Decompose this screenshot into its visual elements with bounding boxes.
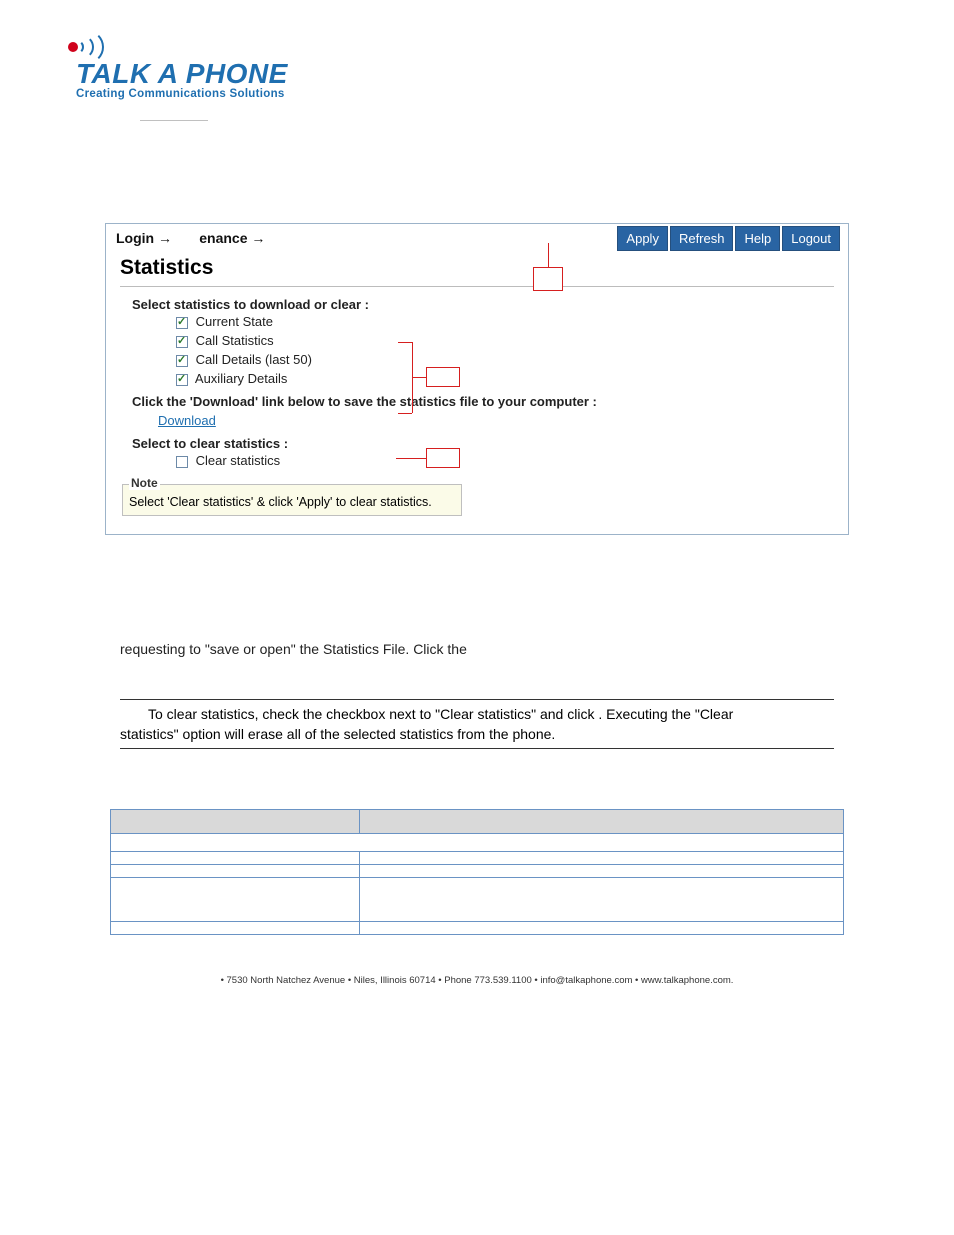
top-buttons: Apply Refresh Help Logout [617,226,840,251]
download-link[interactable]: Download [158,413,216,428]
table-row [111,852,844,865]
checkbox-clear-statistics[interactable]: Clear statistics [176,451,848,470]
breadcrumb-item-login: Login → [116,230,172,246]
table-row [111,922,844,935]
checkbox-label: Call Statistics [196,333,274,348]
table-cell [111,878,360,922]
table-cell [111,852,360,865]
logo-tagline: Creating Communications Solutions [76,88,894,100]
page-title: Statistics [120,256,848,280]
screenshot-frame: Login → enance → Apply Refresh Help Logo… [105,223,849,535]
table-cell [360,865,844,878]
note-legend: Note [129,476,160,490]
doc-header-area [60,108,894,153]
table-cell [360,852,844,865]
table-header-desc [360,810,844,834]
table-row [111,834,844,852]
checkbox-label: Call Details (last 50) [196,352,312,367]
logo-title: TALK A PHONE [76,58,894,90]
checkbox-auxiliary-details[interactable]: Auxiliary Details [176,369,848,388]
underline [140,120,208,121]
note-text-1b: . Executing the "Clear [598,706,733,722]
check-icon [176,374,188,386]
note-block: To clear statistics, check the checkbox … [120,699,834,750]
checkbox-label: Auxiliary Details [195,371,287,386]
table-header-row [111,810,844,834]
logout-button[interactable]: Logout [782,226,840,251]
breadcrumb-item-maintenance: enance → [199,230,265,246]
checkbox-call-details[interactable]: Call Details (last 50) [176,350,848,369]
divider [120,286,834,287]
checkbox-call-statistics[interactable]: Call Statistics [176,331,848,350]
field-table [110,809,844,935]
checkbox-label: Clear statistics [196,453,281,468]
table-cell [111,834,844,852]
section-select-label: Select statistics to download or clear : [132,297,848,312]
note-text-2: statistics" option will erase all of the… [120,726,555,742]
logo: TALK A PHONE Creating Communications Sol… [70,30,894,100]
table-cell [111,922,360,935]
table-row [111,878,844,922]
table-cell [111,865,360,878]
body-paragraph: requesting to "save or open" the Statist… [120,640,834,659]
logo-icon [70,30,110,64]
refresh-button[interactable]: Refresh [670,226,734,251]
table-row [111,865,844,878]
table-header-field [111,810,360,834]
checkbox-label: Current State [196,314,273,329]
help-button[interactable]: Help [735,226,780,251]
check-icon [176,336,188,348]
check-icon [176,317,188,329]
table-cell [360,878,844,922]
note-text-1a: To clear statistics, check the checkbox … [148,706,598,722]
footer: • 7530 North Natchez Avenue • Niles, Ill… [60,975,894,1006]
checkbox-current-state[interactable]: Current State [176,312,848,331]
note-text: Select 'Clear statistics' & click 'Apply… [129,495,432,509]
note-box: Note Select 'Clear statistics' & click '… [122,484,462,516]
check-icon [176,456,188,468]
apply-button[interactable]: Apply [617,226,668,251]
table-cell [360,922,844,935]
section-clear-label: Select to clear statistics : [132,436,848,451]
check-icon [176,355,188,367]
section-download-label: Click the 'Download' link below to save … [132,394,848,409]
